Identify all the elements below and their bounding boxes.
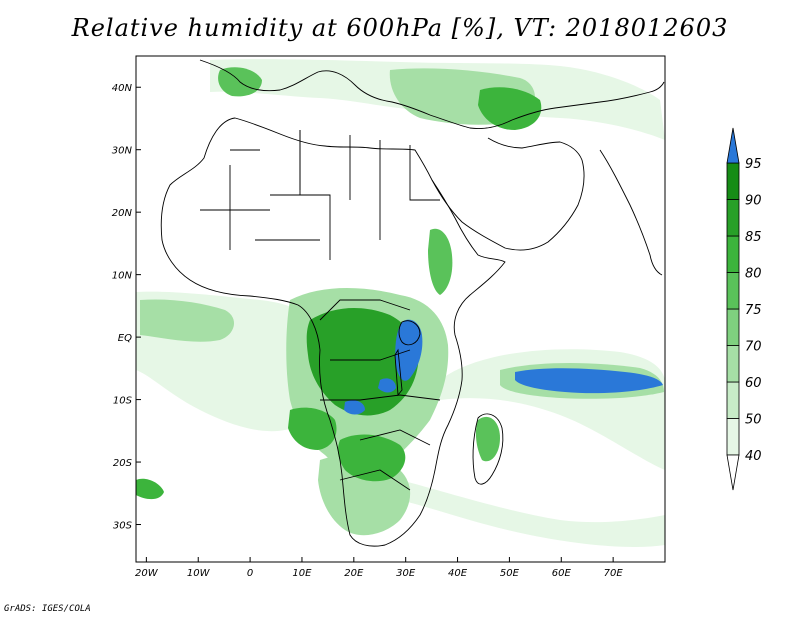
- lat-tick-label: 10N: [112, 271, 133, 282]
- lon-tick-label: 20E: [344, 568, 364, 579]
- rh-saturated-indian-ocean: [515, 368, 663, 394]
- coastline-madagascar: [472, 413, 504, 485]
- lon-tick-label: 10W: [187, 568, 211, 579]
- lat-tick-label: 10S: [113, 396, 133, 407]
- coastline-india: [599, 149, 663, 276]
- lon-tick-label: 20W: [135, 568, 159, 579]
- longitude-axis: 20W 10W 0 10E 20E 30E 40E 50E 60E 70E: [135, 557, 623, 579]
- rh-moderate-atlantic: [140, 299, 235, 342]
- map-title: Relative humidity at 600hPa [%], VT: 201…: [71, 14, 729, 42]
- rh-high-southwest: [136, 478, 164, 500]
- colorbar-segment: [726, 418, 740, 456]
- humidity-field-layer: [136, 59, 665, 547]
- lon-tick-label: 10E: [292, 568, 312, 579]
- border-central-africa: [319, 299, 441, 491]
- colorbar-segment: [726, 381, 740, 419]
- coastline-arabia: [431, 137, 585, 251]
- lat-tick-label: EQ: [118, 333, 132, 344]
- lon-tick-label: 60E: [552, 568, 572, 579]
- colorbar-segment: [726, 235, 740, 273]
- colorbar-label: 70: [745, 340, 762, 355]
- lake-tanganyika: [394, 348, 403, 397]
- colorbar-segment: [726, 345, 740, 383]
- colorbar-label: 80: [745, 267, 762, 282]
- colorbar-segment: [726, 308, 740, 346]
- rh-high-zambia: [337, 434, 406, 482]
- colorbar-label: 40: [745, 449, 762, 464]
- colorbar-label: 95: [745, 157, 762, 172]
- latitude-axis: 40N 30N 20N 10N EQ 10S 20S 30S: [112, 83, 141, 532]
- coastline-europe: [199, 59, 665, 129]
- rh-high-east-africa: [428, 228, 453, 295]
- colorbar-segment: [726, 162, 740, 200]
- lat-tick-label: 30N: [112, 146, 133, 157]
- rh-high-angola: [288, 407, 337, 450]
- colorbar-label: 60: [745, 376, 762, 391]
- lon-tick-label: 40E: [448, 568, 468, 579]
- colorbar-label: 90: [745, 194, 762, 209]
- lat-tick-label: 20N: [112, 208, 133, 219]
- lon-tick-label: 0: [247, 568, 253, 579]
- border-west-africa: [200, 130, 381, 260]
- lake-victoria: [398, 320, 421, 346]
- coastline-africa: [160, 117, 506, 547]
- rh-saturated-patch-1: [344, 400, 365, 415]
- lat-tick-label: 20S: [113, 458, 133, 469]
- border-north-africa: [230, 130, 440, 201]
- rh-saturated-patch-2: [378, 378, 396, 393]
- lat-tick-label: 40N: [112, 83, 133, 94]
- rh-high-turkey: [478, 87, 542, 130]
- rh-high-madagascar: [475, 416, 500, 462]
- colorbar: 40 50 60 70 75 80 85 90 95: [726, 127, 762, 491]
- rh-light-band-south: [400, 480, 665, 547]
- lat-tick-label: 30S: [113, 521, 133, 532]
- lon-tick-label: 50E: [500, 568, 520, 579]
- map-frame: [135, 55, 666, 563]
- lon-tick-label: 70E: [604, 568, 624, 579]
- colorbar-label: 75: [745, 303, 762, 318]
- colorbar-label: 85: [745, 230, 762, 245]
- coastline-layer: [160, 59, 665, 547]
- colorbar-segment: [726, 272, 740, 310]
- footer-credit: GrADS: IGES/COLA: [4, 604, 91, 614]
- lon-tick-label: 30E: [396, 568, 416, 579]
- colorbar-segment: [726, 199, 740, 237]
- colorbar-over-arrow: [726, 127, 740, 164]
- colorbar-label: 50: [745, 413, 762, 428]
- colorbar-under-arrow: [726, 454, 740, 491]
